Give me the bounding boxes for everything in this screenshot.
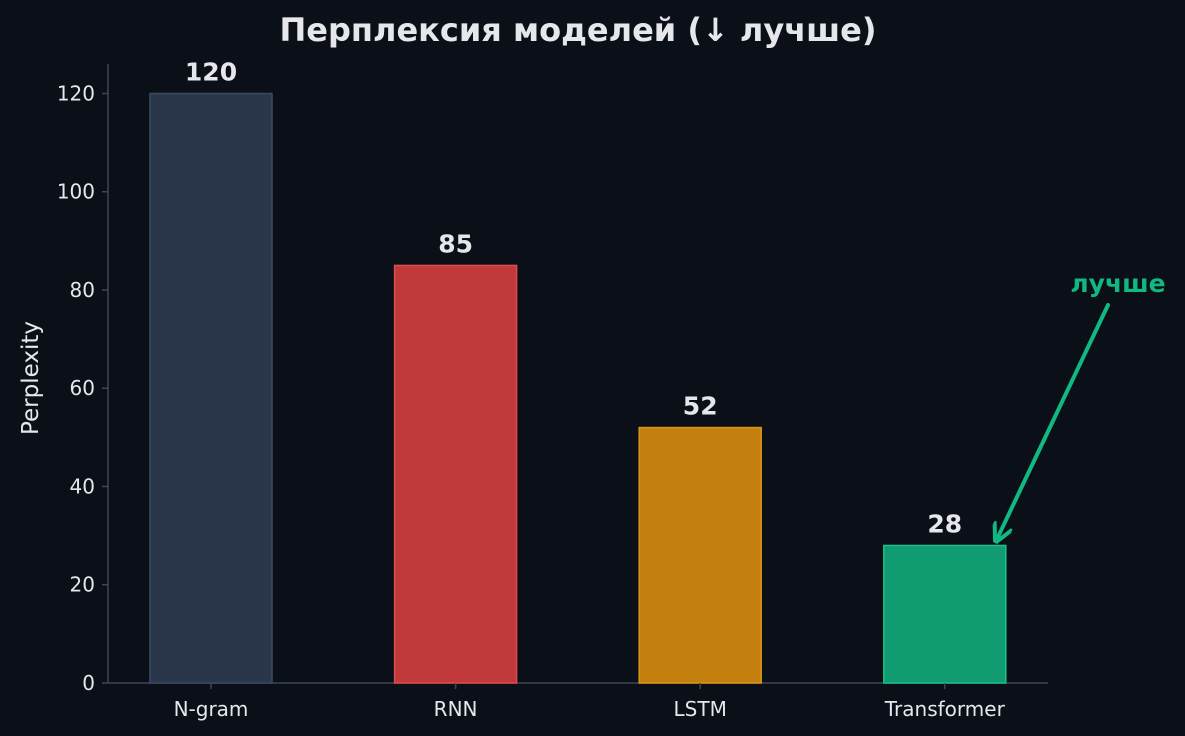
- value-label: 120: [185, 57, 237, 86]
- annotation-arrow: [997, 303, 1110, 539]
- bar-transformer: [883, 544, 1007, 684]
- y-tick-label: 80: [70, 278, 95, 302]
- y-tick-label: 60: [70, 376, 95, 400]
- bar-n-gram: [149, 92, 273, 684]
- value-label: 85: [438, 229, 473, 258]
- y-tick-label: 120: [57, 81, 95, 105]
- annotation-label: лучше: [1070, 269, 1165, 298]
- x-tick-label: N-gram: [174, 697, 249, 721]
- plot-area: 0 20 40 60 80 100 120 120 N-gram 85 RNN 52 LSTM 28 Tra…: [57, 57, 1166, 721]
- y-tick-label: 0: [82, 671, 95, 695]
- value-label: 52: [683, 392, 718, 421]
- bar-rnn: [393, 264, 518, 684]
- bar-lstm: [638, 426, 762, 684]
- x-tick-label: Transformer: [884, 697, 1006, 721]
- y-tick-label: 40: [70, 474, 95, 498]
- y-tick-label: 100: [57, 180, 95, 204]
- chart-title: Перплексия моделей (↓ лучше): [280, 11, 877, 49]
- value-label: 28: [927, 509, 962, 538]
- x-tick-label: LSTM: [674, 697, 727, 721]
- x-tick-label: RNN: [434, 697, 478, 721]
- y-tick-label: 20: [70, 573, 95, 597]
- y-axis-label: Perplexity: [18, 321, 44, 435]
